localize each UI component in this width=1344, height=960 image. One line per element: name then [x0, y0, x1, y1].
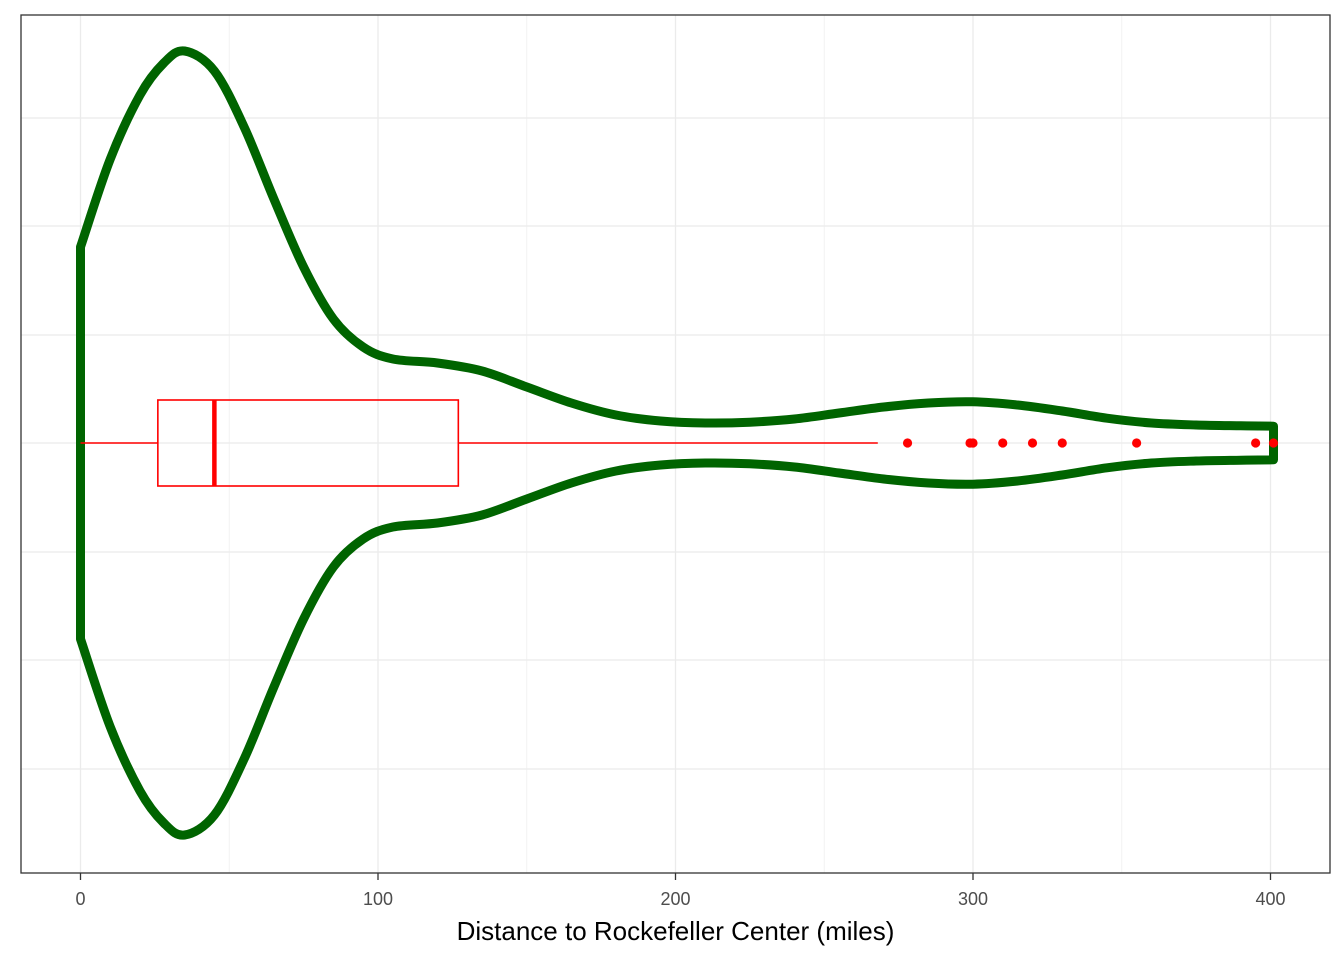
boxplot-outlier [968, 438, 978, 448]
boxplot-outlier [1027, 438, 1038, 448]
x-tick-label: 100 [363, 889, 393, 909]
grid-lines [21, 15, 1330, 873]
x-tick-label: 300 [958, 889, 988, 909]
boxplot-outlier [1268, 438, 1279, 448]
violin-shape [76, 46, 1278, 840]
x-axis-title: Distance to Rockefeller Center (miles) [457, 916, 895, 946]
x-tick-label: 400 [1255, 889, 1285, 909]
boxplot-outlier [902, 438, 913, 448]
boxplot-outlier [1057, 438, 1067, 448]
x-tick-label: 0 [75, 889, 85, 909]
x-axis-ticks: 0 100 200 300 400 [75, 873, 1286, 909]
boxplot-box [157, 399, 460, 487]
boxplot-outlier [1251, 438, 1261, 448]
boxplot-outlier [998, 438, 1008, 448]
boxplot [80, 399, 1279, 487]
x-tick-label: 200 [660, 889, 690, 909]
boxplot-outlier [1132, 438, 1142, 448]
